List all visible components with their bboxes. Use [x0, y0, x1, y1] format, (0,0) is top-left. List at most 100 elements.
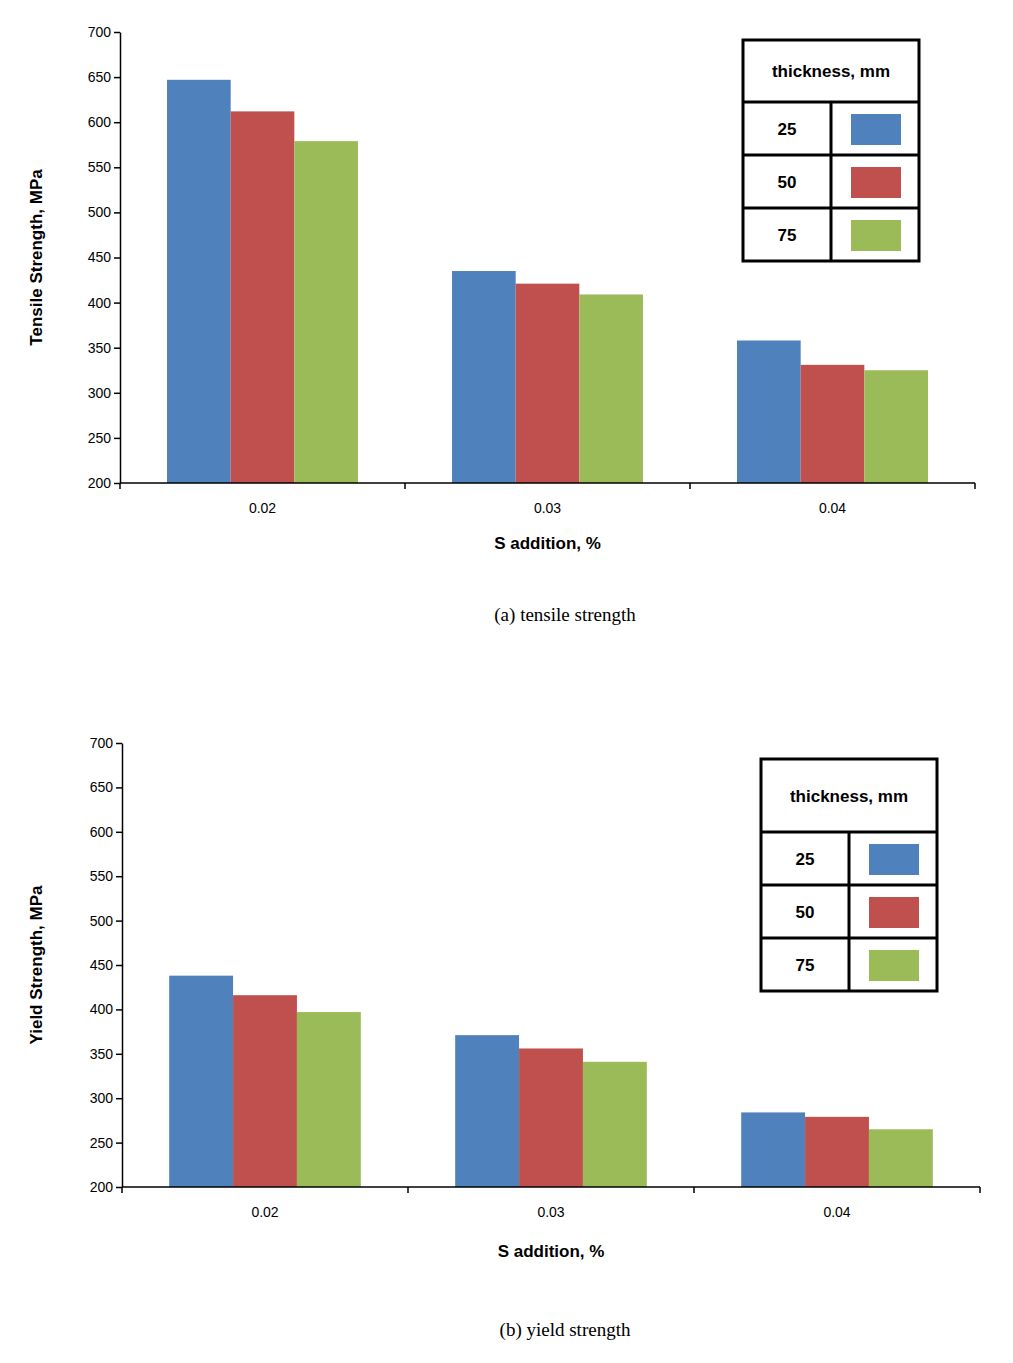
- tick: 400: [90, 1001, 122, 1017]
- category-divider: [979, 1187, 981, 1193]
- legend-swatch: [869, 897, 919, 928]
- tick: 700: [90, 735, 122, 751]
- tick: 500: [90, 913, 122, 929]
- tick-mark: [114, 483, 120, 485]
- tick-label: 400: [88, 295, 112, 311]
- bar: [805, 1117, 869, 1187]
- tick-label: 350: [88, 340, 112, 356]
- bar: [167, 80, 231, 483]
- category-divider: [407, 1187, 409, 1193]
- y-axis: 200 250 300 350 400 450 500 550 600 650 700: [90, 735, 123, 1195]
- tick-mark: [114, 167, 120, 169]
- tick-label: 0.04: [823, 1204, 850, 1220]
- bar: [452, 271, 516, 483]
- x-axis-title: S addition, %: [494, 534, 601, 553]
- legend-rule: [848, 832, 851, 991]
- tick-label: 450: [88, 249, 112, 265]
- tick-label: 0.03: [534, 500, 561, 516]
- tick: 600: [90, 824, 122, 840]
- tick-label: 450: [90, 957, 114, 973]
- tick: 300: [90, 1090, 122, 1106]
- legend-rule: [743, 154, 919, 157]
- bar: [297, 1012, 361, 1187]
- x-axis: 0.02 0.03 0.04: [122, 1187, 980, 1220]
- tick: 550: [90, 868, 122, 884]
- tick-mark: [114, 438, 120, 440]
- tick-mark: [114, 302, 120, 304]
- legend-rule: [830, 102, 833, 261]
- bar: [864, 370, 928, 483]
- tick-mark: [114, 212, 120, 214]
- legend-label: 75: [778, 226, 797, 245]
- tick-label: 650: [88, 69, 112, 85]
- tick: 0.04: [823, 1187, 850, 1220]
- series: [167, 80, 801, 483]
- tick-mark: [116, 920, 122, 922]
- legend-label: 25: [778, 120, 797, 139]
- tick-label: 250: [88, 430, 112, 446]
- tick-label: 550: [88, 159, 112, 175]
- tick-mark: [116, 1009, 122, 1011]
- legend-label: 50: [796, 903, 815, 922]
- tick: 650: [90, 779, 122, 795]
- legend-label: 50: [778, 173, 797, 192]
- tick: 450: [88, 249, 120, 265]
- bar: [869, 1129, 933, 1187]
- bar: [169, 976, 233, 1187]
- tick: 550: [88, 159, 120, 175]
- y-axis-title: Yield Strength, MPa: [27, 885, 46, 1045]
- tick: 200: [88, 475, 120, 491]
- category-divider: [404, 483, 406, 489]
- tick: 350: [88, 340, 120, 356]
- category-divider: [689, 483, 691, 489]
- bar: [801, 365, 865, 483]
- tick: 0.03: [537, 1187, 564, 1220]
- tick-mark: [116, 1142, 122, 1144]
- legend-swatch: [869, 844, 919, 875]
- series: [297, 1012, 933, 1187]
- chart: 200 250 300 350 400 450 500 550 600 650 700 0.02 0.0…: [27, 24, 975, 626]
- chart-title: (a) tensile strength: [494, 604, 636, 626]
- tick: 200: [90, 1179, 122, 1195]
- tick-label: 500: [88, 204, 112, 220]
- tick-mark: [114, 32, 120, 34]
- legend: thickness, mm 25 50 75: [743, 40, 919, 261]
- bar: [737, 340, 801, 483]
- tick-label: 300: [90, 1090, 114, 1106]
- legend-swatch: [851, 167, 901, 198]
- tick-label: 550: [90, 868, 114, 884]
- legend-rule: [761, 884, 937, 887]
- category-divider: [974, 483, 976, 489]
- tick-label: 0.04: [819, 500, 846, 516]
- tick: 0.02: [251, 1187, 278, 1220]
- tick-label: 700: [90, 735, 114, 751]
- tick: 350: [90, 1046, 122, 1062]
- legend-title: thickness, mm: [772, 62, 890, 81]
- tick-mark: [116, 965, 122, 967]
- tick-mark: [114, 77, 120, 79]
- bar: [579, 294, 643, 483]
- tick: 250: [90, 1135, 122, 1151]
- page: 2002503003504004505005506006507000.020.0…: [0, 0, 1013, 1363]
- legend-swatch: [869, 950, 919, 981]
- bar: [583, 1062, 647, 1187]
- bar: [519, 1048, 583, 1187]
- bars: [169, 976, 933, 1187]
- tick-label: 0.03: [537, 1204, 564, 1220]
- tick-label: 0.02: [249, 500, 276, 516]
- bar: [233, 995, 297, 1187]
- legend-swatch: [851, 220, 901, 251]
- x-axis-title: S addition, %: [498, 1242, 605, 1261]
- tick-label: 200: [90, 1179, 114, 1195]
- chart: 2002503003504004505005506006507000.020.0…: [27, 735, 980, 1341]
- tick: 0.04: [819, 483, 846, 516]
- legend-frame: [743, 40, 919, 261]
- y-axis: 200 250 300 350 400 450 500 550 600 650 700: [88, 24, 121, 491]
- tick: 700: [88, 24, 120, 40]
- category-divider: [121, 1187, 123, 1193]
- tick-label: 600: [88, 114, 112, 130]
- tick: 400: [88, 295, 120, 311]
- tick-label: 300: [88, 385, 112, 401]
- tick: 0.02: [249, 483, 276, 516]
- axis-line: [120, 482, 975, 484]
